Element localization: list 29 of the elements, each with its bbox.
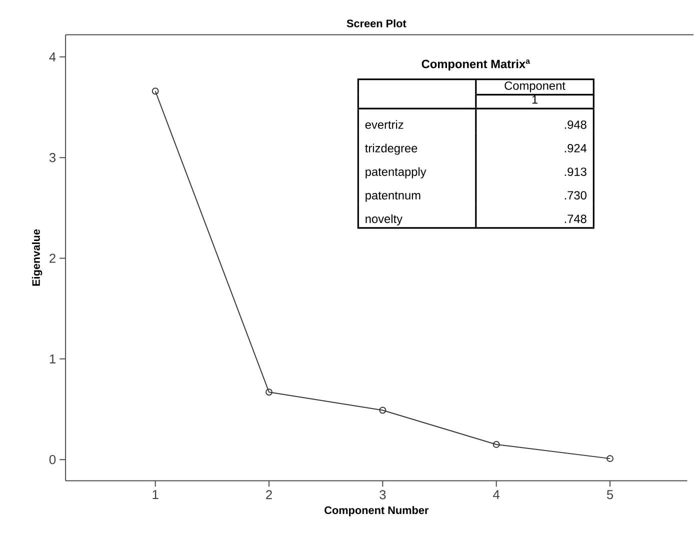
y-tick-label: 4 bbox=[49, 52, 56, 62]
annotation: .924 bbox=[564, 144, 587, 152]
annotation: patentapply bbox=[366, 167, 426, 178]
annotation: .913 bbox=[564, 167, 586, 176]
annotation: .948 bbox=[564, 120, 586, 129]
annotation: 1 bbox=[532, 95, 538, 104]
annotation: trizdegree bbox=[365, 144, 418, 155]
x-tick-label: 2 bbox=[266, 490, 272, 500]
annotation: Component Matrix$^{a}$ bbox=[422, 59, 530, 70]
y-tick-label: 1 bbox=[50, 354, 56, 364]
annotation: .748 bbox=[564, 214, 586, 223]
x-axis-title: Component Number bbox=[324, 506, 429, 516]
chart-title: Screen Plot bbox=[346, 19, 406, 28]
point bbox=[266, 388, 272, 396]
point bbox=[379, 406, 386, 414]
y-tick-label: 2 bbox=[50, 254, 56, 263]
y-axis-title: Eigenvalue bbox=[32, 229, 42, 286]
x-tick-label: 3 bbox=[380, 490, 386, 500]
y-tick-label: 3 bbox=[49, 152, 56, 162]
annotation: patentnum bbox=[366, 192, 420, 202]
point bbox=[492, 440, 500, 448]
x-tick-label: 5 bbox=[606, 490, 614, 499]
y-tick-label: 0 bbox=[49, 454, 56, 464]
x-tick-label: 1 bbox=[152, 490, 158, 499]
annotation: evertriz bbox=[365, 120, 404, 129]
annotation: Component bbox=[504, 81, 566, 92]
annotation: .730 bbox=[564, 190, 586, 200]
x-tick-label: 4 bbox=[493, 490, 500, 499]
annotation: novelty bbox=[366, 214, 402, 226]
